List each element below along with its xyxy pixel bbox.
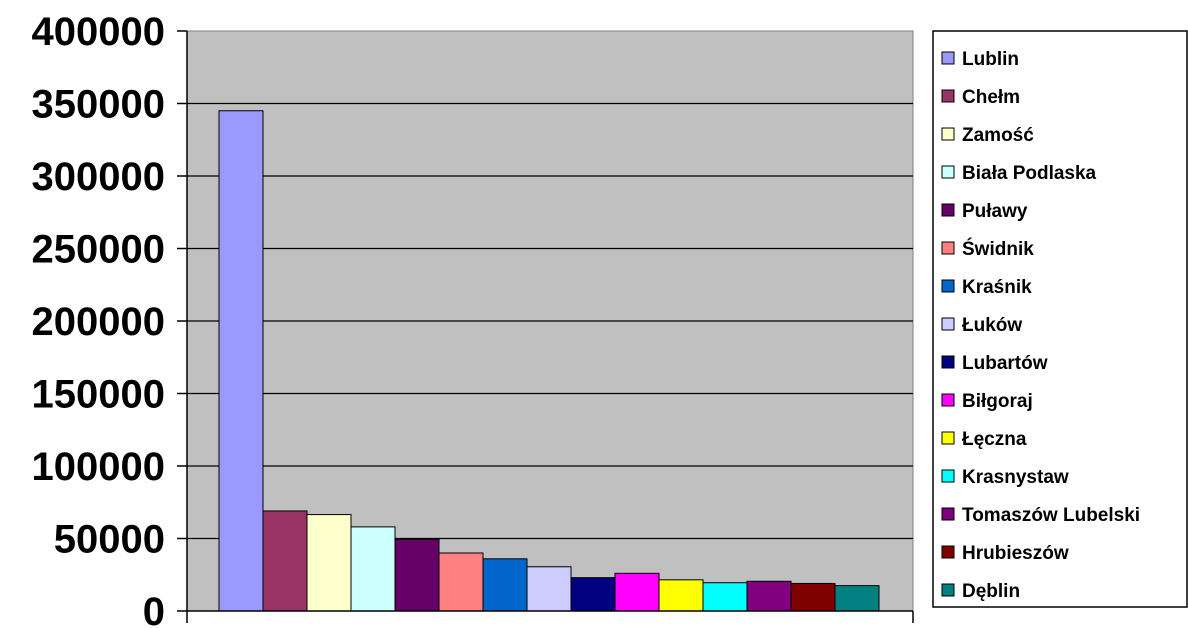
legend-swatch — [941, 583, 955, 597]
bar-2 — [262, 510, 308, 612]
bar-15 — [834, 585, 880, 612]
bar-6 — [438, 552, 484, 612]
legend-label: Biała Podlaska — [962, 163, 1097, 184]
legend-swatch — [941, 317, 955, 331]
legend: Lublin Chełm Zamość Biała Podlaska Puławy Świ… — [932, 30, 1188, 608]
y-tick-label: 350000 — [32, 83, 165, 127]
legend-label: Łuków — [962, 315, 1022, 336]
legend-label: Biłgoraj — [962, 391, 1033, 412]
legend-swatch — [941, 165, 955, 179]
bar-3 — [306, 514, 352, 612]
legend-swatch — [941, 507, 955, 521]
y-tick-label: 400000 — [32, 10, 165, 54]
legend-swatch — [941, 127, 955, 141]
legend-swatch — [941, 89, 955, 103]
legend-label: Kraśnik — [962, 277, 1032, 298]
bar-9 — [570, 577, 616, 612]
legend-swatch — [941, 393, 955, 407]
legend-swatch — [941, 51, 955, 65]
bar-14 — [790, 582, 836, 612]
bar-4 — [350, 526, 396, 612]
legend-label: Hrubieszów — [962, 543, 1069, 564]
y-tick-label: 100000 — [32, 445, 165, 489]
legend-label: Chełm — [962, 87, 1020, 108]
legend-swatch — [941, 241, 955, 255]
legend-swatch — [941, 355, 955, 369]
bar-7 — [482, 558, 528, 612]
legend-label: Tomaszów Lubelski — [962, 505, 1140, 526]
legend-swatch — [941, 545, 955, 559]
y-tick-label: 0 — [143, 590, 165, 628]
legend-label: Zamość — [962, 125, 1034, 146]
bar-5 — [394, 538, 440, 612]
bar-8 — [526, 566, 572, 612]
legend-label: Lublin — [962, 49, 1019, 70]
legend-label: Puławy — [962, 201, 1028, 222]
legend-box — [932, 30, 1188, 608]
legend-swatch — [941, 203, 955, 217]
y-tick-label: 200000 — [32, 300, 165, 344]
y-tick-label: 150000 — [32, 373, 165, 417]
legend-swatch — [941, 469, 955, 483]
legend-label: Krasnystaw — [962, 467, 1069, 488]
y-tick-labels: 0 50000 100000 150000 200000 250000 300000 3500… — [32, 10, 165, 628]
bars — [218, 110, 880, 612]
bar-10 — [614, 572, 660, 612]
bar-12 — [702, 582, 748, 612]
bar-1 — [218, 110, 264, 612]
bar-11 — [658, 579, 704, 612]
y-tick-label: 300000 — [32, 155, 165, 199]
legend-swatch — [941, 431, 955, 445]
axes — [177, 30, 914, 623]
y-tick-label: 50000 — [54, 518, 165, 562]
legend-label: Dęblin — [962, 581, 1020, 602]
y-tick-label: 250000 — [32, 228, 165, 272]
bar-13 — [746, 580, 792, 612]
legend-label: Łęczna — [962, 429, 1027, 450]
legend-swatch — [941, 279, 955, 293]
legend-label: Świdnik — [962, 238, 1034, 260]
legend-label: Lubartów — [962, 353, 1048, 374]
